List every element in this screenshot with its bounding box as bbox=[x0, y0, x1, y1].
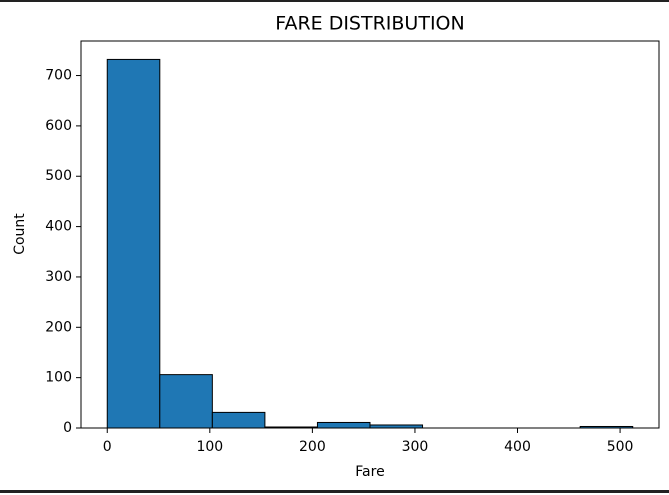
y-tick-label: 500 bbox=[45, 168, 72, 184]
x-tick-label: 400 bbox=[504, 439, 531, 455]
y-tick-label: 200 bbox=[45, 319, 72, 335]
plot-frame bbox=[80, 40, 660, 429]
x-tick-label: 100 bbox=[196, 439, 223, 455]
bar bbox=[211, 411, 266, 429]
screen-border bbox=[0, 490, 669, 493]
screen-border bbox=[0, 0, 669, 2]
y-tick-label: 700 bbox=[45, 68, 72, 84]
y-tick-label: 300 bbox=[45, 269, 72, 285]
y-tick-label: 400 bbox=[45, 219, 72, 235]
x-tick-label: 300 bbox=[402, 439, 429, 455]
y-tick-label: 0 bbox=[63, 420, 72, 436]
x-tick-label: 200 bbox=[299, 439, 326, 455]
bar bbox=[316, 421, 371, 429]
y-tick-label: 100 bbox=[45, 370, 72, 386]
bar bbox=[106, 58, 161, 429]
x-tick-label: 500 bbox=[607, 439, 634, 455]
x-tick-label: 0 bbox=[103, 439, 112, 455]
y-tick-label: 600 bbox=[45, 118, 72, 134]
x-axis-label: Fare bbox=[355, 464, 384, 480]
chart-title: FARE DISTRIBUTION bbox=[275, 13, 464, 35]
bar bbox=[159, 374, 213, 429]
y-axis-label: Count bbox=[12, 213, 28, 255]
